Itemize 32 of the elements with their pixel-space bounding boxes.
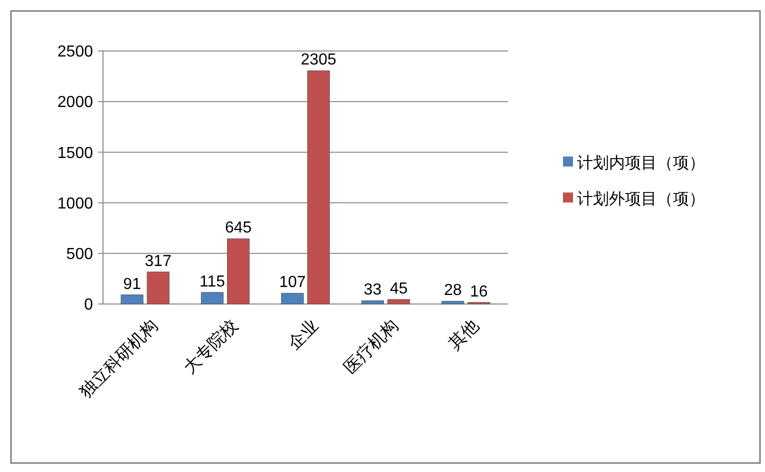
bar bbox=[281, 292, 304, 304]
data-label: 645 bbox=[224, 220, 252, 237]
y-tick-label: 500 bbox=[66, 246, 94, 263]
x-tick-label: 医疗机构 bbox=[340, 316, 402, 378]
data-label: 115 bbox=[200, 273, 226, 290]
y-tick-label: 2500 bbox=[57, 44, 94, 61]
bar bbox=[361, 300, 384, 304]
legend-label: 计划内项目（项） bbox=[577, 154, 705, 172]
data-label: 91 bbox=[123, 276, 142, 293]
y-tick-label: 0 bbox=[84, 296, 94, 314]
legend-label: 计划外项目（项） bbox=[577, 190, 705, 208]
data-label: 2305 bbox=[300, 52, 336, 69]
x-tick-label: 大专院校 bbox=[180, 316, 242, 378]
data-label: 33 bbox=[364, 282, 382, 299]
y-tick-label: 1000 bbox=[57, 195, 94, 212]
x-tick-label: 其他 bbox=[444, 316, 482, 354]
x-tick-label: 企业 bbox=[284, 316, 322, 354]
data-label: 107 bbox=[279, 274, 306, 292]
data-label: 16 bbox=[470, 283, 488, 300]
bar bbox=[146, 272, 170, 304]
bar bbox=[120, 294, 144, 304]
bar bbox=[307, 70, 330, 304]
bar bbox=[200, 292, 224, 304]
data-label: 317 bbox=[144, 252, 172, 270]
y-tick-label: 1500 bbox=[57, 144, 94, 162]
bar bbox=[227, 238, 250, 304]
data-label: 45 bbox=[390, 280, 408, 298]
bar bbox=[442, 300, 464, 304]
y-tick-label: 2000 bbox=[57, 94, 94, 112]
bar bbox=[387, 299, 410, 304]
x-tick-label: 独立科研机构 bbox=[76, 316, 162, 402]
data-label: 28 bbox=[444, 282, 462, 300]
